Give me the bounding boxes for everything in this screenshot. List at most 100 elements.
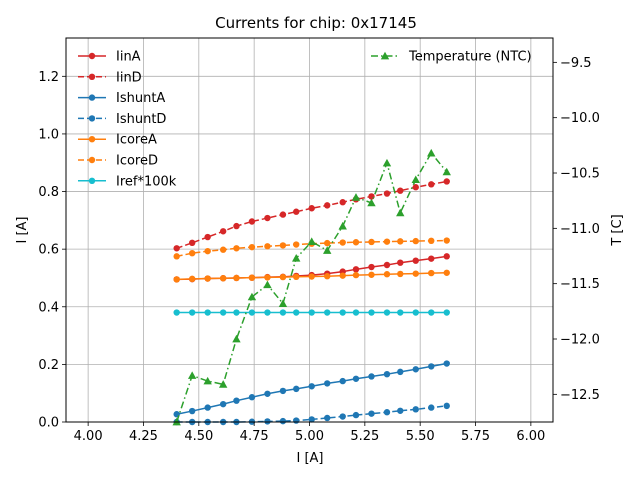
data-point — [173, 253, 180, 260]
legend-item-iref-100k: Iref*100k — [78, 174, 177, 189]
x-axis: 4.00 4.25 4.50 4.75 5.00 5.25 5.50 5.75 6.00 — [74, 422, 545, 444]
chart-title: Currents for chip: 0x17145 — [215, 14, 417, 32]
data-point — [352, 266, 360, 273]
data-point — [443, 402, 450, 410]
y-tick-label: 0.0 — [38, 416, 59, 431]
data-point — [339, 272, 346, 279]
data-point — [248, 309, 256, 316]
data-point — [412, 309, 419, 316]
data-point — [367, 198, 376, 207]
data-point — [173, 245, 180, 252]
data-point — [293, 309, 300, 316]
x-tick-label: 5.50 — [406, 429, 435, 444]
legend-marker — [88, 177, 96, 184]
data-point — [412, 406, 419, 413]
data-point — [412, 184, 419, 191]
data-point — [323, 246, 332, 254]
legend-left: IinA IinD IshuntA IshuntD IcoreA IcoreD Iref*1… — [78, 50, 177, 189]
y2-axis: −12.5 −12.0 −11.5 −11.0 −10.5 −10.0 −9.5 — [553, 56, 600, 403]
data-point — [248, 243, 256, 251]
data-point — [219, 246, 227, 253]
data-point — [428, 363, 435, 370]
data-point — [264, 243, 271, 250]
legend-label: IcoreD — [116, 154, 158, 169]
data-point — [293, 241, 300, 248]
data-point — [293, 417, 300, 424]
legend-label: IinD — [116, 70, 142, 85]
data-point — [219, 309, 227, 316]
data-point — [368, 271, 375, 278]
data-point — [188, 249, 196, 257]
data-point — [397, 368, 404, 376]
data-point — [383, 238, 391, 245]
data-point — [248, 218, 256, 225]
data-point — [396, 208, 405, 217]
data-point — [338, 221, 347, 230]
y-tick-label: 1.2 — [38, 70, 59, 85]
y2-tick-label: −11.0 — [560, 222, 600, 237]
data-point — [264, 309, 271, 316]
series-iref-100k — [173, 309, 450, 316]
data-point — [204, 247, 211, 255]
data-point — [308, 309, 315, 316]
x-tick-label: 4.75 — [240, 429, 269, 444]
legend-item-iind: IinD — [78, 70, 142, 85]
data-point — [324, 414, 331, 422]
data-point — [352, 411, 360, 419]
legend-marker — [88, 94, 96, 101]
data-point — [428, 404, 435, 411]
series-icorea — [173, 269, 450, 283]
data-point — [233, 222, 240, 230]
data-point — [188, 239, 196, 247]
data-point — [412, 237, 419, 245]
data-point — [397, 407, 404, 414]
data-point — [188, 275, 196, 283]
data-point — [443, 237, 450, 244]
data-point — [307, 237, 316, 245]
y-tick-label: 0.4 — [38, 300, 59, 315]
legend-marker — [88, 156, 96, 164]
data-point — [339, 377, 346, 385]
data-point — [308, 273, 315, 280]
y-tick-label: 0.8 — [38, 185, 59, 200]
legend-label: IshuntD — [116, 112, 166, 127]
legend-item-ishunta: IshuntA — [78, 91, 165, 106]
y2-tick-label: −10.0 — [560, 111, 600, 126]
data-point — [219, 275, 227, 282]
legend-item-temperature-ntc: Temperature (NTC) — [371, 50, 532, 65]
data-point — [219, 400, 227, 408]
data-point — [352, 271, 360, 279]
data-point — [264, 418, 271, 425]
series-temperature-ntc — [172, 148, 451, 426]
data-point — [324, 239, 331, 247]
data-point — [233, 245, 240, 252]
data-point — [308, 205, 315, 212]
data-point — [368, 263, 375, 271]
grid — [66, 38, 553, 423]
y-axis: 0.0 0.2 0.4 0.6 0.8 1.0 1.2 — [38, 70, 66, 431]
data-point — [412, 257, 419, 264]
data-point — [383, 261, 391, 269]
data-point — [428, 181, 435, 188]
data-point — [324, 273, 331, 280]
data-point — [368, 373, 375, 380]
data-point — [264, 214, 271, 222]
data-point — [428, 237, 435, 245]
data-point — [204, 309, 211, 316]
data-point — [443, 269, 450, 276]
data-point — [397, 259, 404, 266]
y2-tick-label: −11.5 — [560, 277, 600, 292]
data-point — [368, 410, 375, 417]
data-point — [352, 239, 360, 246]
legend-marker — [380, 51, 390, 60]
x-tick-label: 6.00 — [516, 429, 545, 444]
y2-axis-label: T [C] — [610, 214, 625, 246]
data-point — [278, 299, 288, 307]
data-point — [173, 276, 180, 283]
data-point — [233, 309, 240, 316]
data-point — [279, 417, 287, 425]
legend-marker — [88, 136, 96, 143]
data-point — [383, 190, 391, 197]
x-tick-label: 5.75 — [461, 429, 490, 444]
data-point — [383, 409, 391, 416]
